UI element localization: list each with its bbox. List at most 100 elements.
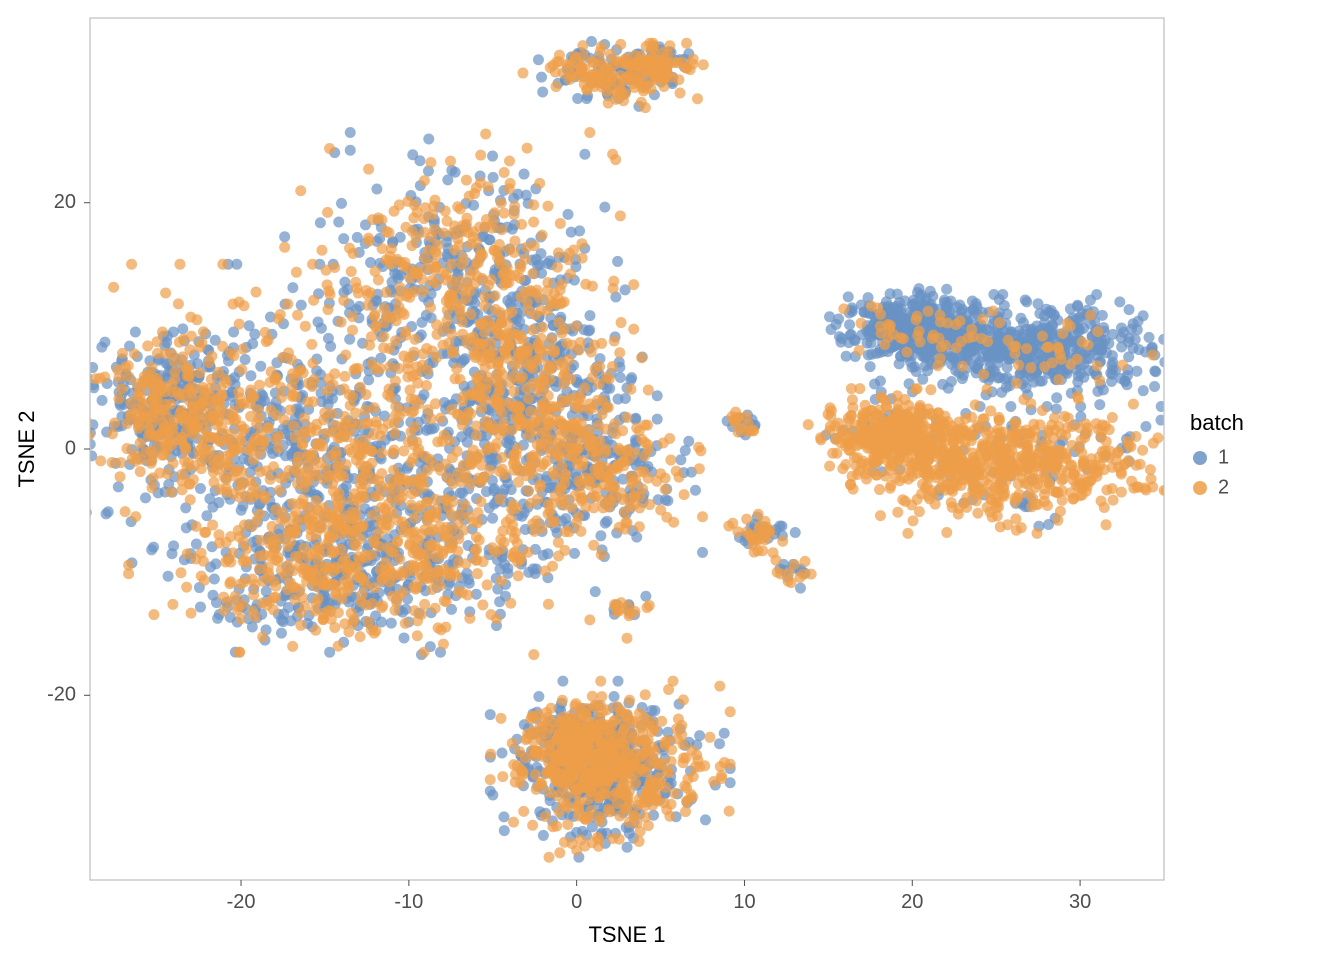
- data-point: [472, 568, 483, 579]
- data-point: [287, 282, 298, 293]
- data-point: [239, 424, 250, 435]
- data-point: [315, 217, 326, 228]
- data-point: [601, 402, 612, 413]
- data-point: [325, 289, 336, 300]
- data-point: [532, 494, 543, 505]
- data-point: [448, 567, 459, 578]
- data-point: [409, 512, 420, 523]
- data-point: [336, 317, 347, 328]
- data-point: [693, 442, 704, 453]
- data-point: [642, 439, 653, 450]
- data-point: [345, 127, 356, 138]
- data-point: [267, 521, 278, 532]
- data-point: [245, 370, 256, 381]
- data-point: [584, 310, 595, 321]
- data-point: [237, 343, 248, 354]
- data-point: [333, 641, 344, 652]
- data-point: [402, 372, 413, 383]
- data-point: [907, 299, 918, 310]
- data-point: [694, 463, 705, 474]
- data-point: [322, 304, 333, 315]
- data-point: [533, 691, 544, 702]
- data-point: [496, 197, 507, 208]
- data-point: [946, 376, 957, 387]
- data-point: [652, 414, 663, 425]
- data-point: [378, 331, 389, 342]
- data-point: [584, 127, 595, 138]
- data-point: [332, 460, 343, 471]
- data-point: [844, 319, 855, 330]
- data-point: [546, 334, 557, 345]
- data-point: [376, 447, 387, 458]
- data-point: [865, 361, 876, 372]
- data-point: [499, 825, 510, 836]
- data-point: [453, 409, 464, 420]
- data-point: [422, 365, 433, 376]
- data-point: [274, 485, 285, 496]
- data-point: [343, 581, 354, 592]
- data-point: [1138, 385, 1149, 396]
- data-point: [408, 406, 419, 417]
- data-point: [403, 436, 414, 447]
- data-point: [480, 129, 491, 140]
- data-point: [406, 499, 417, 510]
- data-point: [404, 540, 415, 551]
- data-point: [288, 420, 299, 431]
- data-point: [355, 459, 366, 470]
- data-point: [270, 504, 281, 515]
- data-point: [352, 232, 363, 243]
- data-point: [435, 412, 446, 423]
- data-point: [513, 570, 524, 581]
- data-point: [255, 361, 266, 372]
- data-point: [213, 497, 224, 508]
- data-point: [234, 319, 245, 330]
- data-point: [168, 458, 179, 469]
- data-point: [595, 530, 606, 541]
- data-point: [251, 287, 262, 298]
- data-point: [418, 647, 429, 658]
- data-point: [409, 394, 420, 405]
- data-point: [227, 299, 238, 310]
- data-point: [487, 513, 498, 524]
- data-point: [163, 571, 174, 582]
- data-point: [347, 325, 358, 336]
- data-point: [195, 602, 206, 613]
- data-point: [412, 630, 423, 641]
- data-point: [714, 738, 725, 749]
- data-point: [323, 470, 334, 481]
- data-point: [968, 305, 979, 316]
- data-point: [527, 268, 538, 279]
- data-point: [338, 295, 349, 306]
- data-point: [369, 628, 380, 639]
- data-point: [537, 322, 548, 333]
- data-point: [533, 54, 544, 65]
- data-point: [523, 567, 534, 578]
- data-point: [148, 609, 159, 620]
- data-point: [410, 334, 421, 345]
- data-point: [579, 149, 590, 160]
- data-point: [387, 447, 398, 458]
- data-point: [384, 383, 395, 394]
- data-point: [338, 233, 349, 244]
- data-point: [490, 304, 501, 315]
- data-point: [461, 175, 472, 186]
- data-point: [186, 608, 197, 619]
- data-point: [615, 487, 626, 498]
- data-point: [1094, 399, 1105, 410]
- data-point: [624, 828, 635, 839]
- data-point: [398, 445, 409, 456]
- data-point: [655, 504, 666, 515]
- data-point: [636, 352, 647, 363]
- data-point: [628, 279, 639, 290]
- data-point: [446, 259, 457, 270]
- data-point: [488, 172, 499, 183]
- data-point: [322, 385, 333, 396]
- data-point: [336, 198, 347, 209]
- data-point: [1128, 343, 1139, 354]
- data-point: [340, 349, 351, 360]
- data-point: [400, 222, 411, 233]
- data-point: [985, 348, 996, 359]
- data-point: [614, 347, 625, 358]
- data-point: [148, 542, 159, 553]
- data-point: [174, 337, 185, 348]
